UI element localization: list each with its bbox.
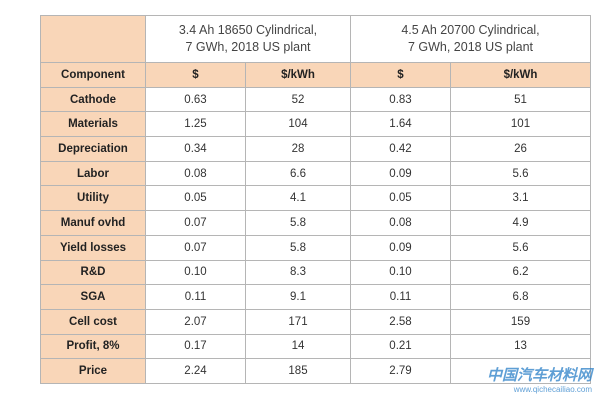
cell: 4.9 [450,210,591,236]
data-row: Manuf ovhd 0.07 5.8 0.08 4.9 [40,210,591,236]
cell: 3.1 [450,185,591,212]
cell: 0.10 [145,259,246,286]
data-row: R&D 0.10 8.3 0.10 6.2 [40,259,591,286]
row-label: Yield losses [40,234,146,261]
column-header: Component [40,62,146,88]
cell: 28 [245,136,351,162]
cell [450,358,591,384]
cell: 0.11 [350,284,451,310]
data-row: Yield losses 0.07 5.8 0.09 5.6 [40,234,591,261]
cell: 101 [450,111,591,138]
cell: 0.07 [145,210,246,236]
row-label: Depreciation [40,136,146,162]
watermark: 中国汽车材料网 www.qichecailiao.com [487,364,592,394]
cell: 6.6 [245,160,351,187]
cost-table: 3.4 Ah 18650 Cylindrical, 7 GWh, 2018 US … [40,15,591,384]
cell: 1.25 [145,111,246,138]
header-row: Component $ $/kWh $ $/kWh [40,62,591,88]
cell: 8.3 [245,259,351,286]
row-label: Price [40,358,146,384]
data-row: Utility 0.05 4.1 0.05 3.1 [40,185,591,212]
cell: 0.08 [145,160,246,187]
data-row: Cathode 0.63 52 0.83 51 [40,86,591,113]
cell: 0.05 [350,185,451,212]
column-header: $/kWh [245,62,351,88]
cell: 0.21 [350,333,451,360]
row-label: Labor [40,160,146,187]
data-row: Price 2.24 185 2.79 [40,358,591,384]
cell: 51 [450,86,591,113]
data-row: Cell cost 2.07 171 2.58 159 [40,308,591,335]
cell: 2.58 [350,308,451,335]
cell: 26 [450,136,591,162]
cell: 5.6 [450,160,591,187]
cell: 0.34 [145,136,246,162]
column-header: $ [145,62,246,88]
group-header-row: 3.4 Ah 18650 Cylindrical, 7 GWh, 2018 US … [40,15,591,63]
group-header: 4.5 Ah 20700 Cylindrical, 7 GWh, 2018 US … [350,15,591,63]
cell: 6.8 [450,284,591,310]
cell: 13 [450,333,591,360]
cell: 185 [245,358,351,384]
data-row: Profit, 8% 0.17 14 0.21 13 [40,333,591,360]
data-row: Labor 0.08 6.6 0.09 5.6 [40,160,591,187]
cell: 2.07 [145,308,246,335]
row-label: R&D [40,259,146,286]
cell: 2.24 [145,358,246,384]
cell: 0.09 [350,160,451,187]
group-header-line: 7 GWh, 2018 US plant [185,40,311,54]
cell: 0.83 [350,86,451,113]
row-label: SGA [40,284,146,310]
cell: 0.10 [350,259,451,286]
cell: 5.6 [450,234,591,261]
cell: 0.08 [350,210,451,236]
watermark-url: www.qichecailiao.com [513,385,592,394]
corner-cell [40,15,146,63]
cell: 6.2 [450,259,591,286]
cell: 1.64 [350,111,451,138]
group-header-line: 4.5 Ah 20700 Cylindrical, [401,23,540,37]
cell: 0.05 [145,185,246,212]
cell: 14 [245,333,351,360]
cell: 104 [245,111,351,138]
data-row: SGA 0.11 9.1 0.11 6.8 [40,284,591,310]
row-label: Materials [40,111,146,138]
cell: 0.42 [350,136,451,162]
cell: 9.1 [245,284,351,310]
cell: 0.07 [145,234,246,261]
cell: 5.8 [245,234,351,261]
table-body: 3.4 Ah 18650 Cylindrical, 7 GWh, 2018 US … [40,15,591,384]
row-label: Cell cost [40,308,146,335]
data-row: Depreciation 0.34 28 0.42 26 [40,136,591,162]
cell: 0.17 [145,333,246,360]
cell: 0.63 [145,86,246,113]
cell: 5.8 [245,210,351,236]
column-header: $ [350,62,451,88]
cell: 2.79 [350,358,451,384]
row-label: Manuf ovhd [40,210,146,236]
group-header-line: 3.4 Ah 18650 Cylindrical, [178,23,318,37]
cell: 171 [245,308,351,335]
row-label: Utility [40,185,146,212]
watermark-title: 中国汽车材料网 [486,367,592,384]
data-row: Materials 1.25 104 1.64 101 [40,111,591,138]
cell: 159 [450,308,591,335]
row-label: Profit, 8% [40,333,146,360]
cell: 0.11 [145,284,246,310]
cell: 0.09 [350,234,451,261]
group-header: 3.4 Ah 18650 Cylindrical, 7 GWh, 2018 US … [145,15,351,63]
column-header: $/kWh [450,62,591,88]
row-label: Cathode [40,86,146,113]
group-header-line: 7 GWh, 2018 US plant [407,40,534,54]
cell: 52 [245,86,351,113]
cell: 4.1 [245,185,351,212]
